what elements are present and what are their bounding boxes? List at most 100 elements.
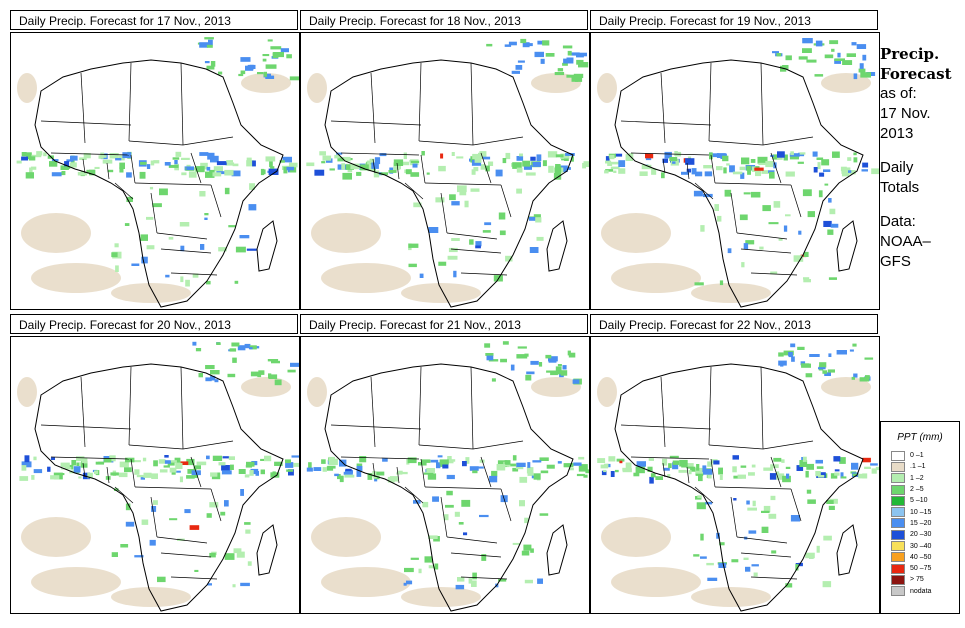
legend-row: 30 –40 — [891, 540, 959, 552]
precip-cell — [661, 172, 665, 179]
precip-cell — [306, 467, 313, 472]
precip-cell — [206, 65, 215, 70]
precip-cell — [732, 455, 739, 460]
precip-cell — [862, 473, 868, 479]
precip-cell — [525, 172, 536, 176]
precip-cell — [263, 71, 267, 77]
precip-cell — [504, 460, 511, 465]
country-border — [80, 376, 86, 448]
precip-cell — [484, 343, 491, 348]
precip-cell — [724, 189, 732, 197]
precip-cell — [258, 370, 265, 375]
precip-cell — [618, 160, 626, 167]
precip-cell — [282, 156, 292, 163]
precip-cell — [578, 456, 585, 460]
precip-cell — [232, 584, 236, 588]
precip-cell — [512, 162, 522, 169]
precip-cell — [741, 262, 745, 268]
precip-cell — [706, 562, 714, 566]
precip-cell — [824, 183, 829, 186]
precip-cell — [181, 157, 190, 160]
precip-cell — [232, 357, 237, 363]
precip-cell — [212, 172, 222, 177]
precip-cell — [560, 370, 568, 376]
precip-cell — [802, 189, 812, 197]
precip-cell — [321, 459, 326, 464]
country-border — [40, 424, 132, 430]
precip-cell — [693, 190, 703, 197]
precip-cell — [393, 159, 404, 166]
precip-cell — [516, 167, 523, 173]
precip-cell — [849, 349, 854, 352]
precip-cell — [255, 346, 260, 349]
country-border — [714, 486, 792, 490]
precip-cell — [397, 470, 403, 474]
precip-cell — [379, 153, 387, 157]
precip-cell — [649, 476, 654, 484]
precip-cell — [830, 473, 838, 479]
precip-cell — [532, 460, 542, 463]
precip-cell — [428, 227, 439, 233]
precip-cell — [816, 157, 824, 160]
precip-cell — [748, 530, 757, 534]
precip-cell — [141, 256, 148, 264]
country-border — [470, 366, 474, 450]
precip-cell — [224, 187, 230, 195]
precip-cell — [583, 474, 588, 478]
precip-cell — [465, 457, 470, 464]
country-border — [620, 424, 712, 430]
precip-cell — [563, 58, 574, 64]
precip-cell — [345, 468, 352, 472]
precip-cell — [573, 462, 582, 466]
precip-cell — [207, 583, 212, 586]
precip-cell — [830, 223, 839, 228]
precip-cell — [257, 72, 264, 75]
precip-cell — [502, 158, 507, 164]
precip-cell — [636, 461, 646, 467]
precip-cell — [124, 467, 132, 473]
precip-cell — [238, 469, 246, 474]
precip-cell — [396, 472, 403, 475]
precip-cell — [566, 74, 576, 78]
country-border — [500, 184, 512, 218]
precip-cell — [797, 346, 805, 350]
precip-cell — [672, 460, 680, 465]
precip-cell — [569, 467, 574, 471]
precip-cell — [616, 458, 625, 462]
precip-cell — [815, 471, 821, 477]
country-border — [710, 154, 716, 184]
precip-cell — [707, 461, 713, 467]
precip-cell — [227, 373, 236, 378]
precip-cell — [606, 463, 611, 468]
precip-cell — [851, 462, 859, 470]
country-border — [370, 72, 376, 144]
precip-cell — [651, 168, 657, 175]
precip-cell — [51, 172, 62, 177]
precip-cell — [195, 166, 205, 173]
precip-cell — [140, 234, 148, 241]
country-border — [730, 496, 738, 538]
precip-cell — [499, 230, 506, 236]
precip-cell — [164, 455, 169, 458]
precip-cell — [765, 160, 774, 168]
africa-coastline — [34, 59, 284, 308]
precip-cell — [225, 162, 235, 166]
precip-cell — [834, 59, 841, 64]
country-border — [790, 184, 802, 218]
precip-cell — [157, 576, 166, 583]
precip-cell — [272, 52, 279, 59]
dry-area — [307, 73, 327, 103]
country-border — [210, 184, 222, 218]
precip-cell — [239, 235, 250, 239]
precip-cell — [24, 455, 30, 463]
precip-cell — [625, 154, 633, 161]
country-border — [730, 192, 738, 234]
precip-cell — [131, 263, 140, 266]
dry-area — [31, 263, 121, 293]
precip-cell — [51, 159, 59, 162]
precip-cell — [802, 38, 813, 44]
precip-cell — [839, 457, 846, 464]
precip-cell — [758, 162, 767, 165]
precip-cell — [139, 171, 146, 179]
africa-coastline — [614, 59, 864, 308]
